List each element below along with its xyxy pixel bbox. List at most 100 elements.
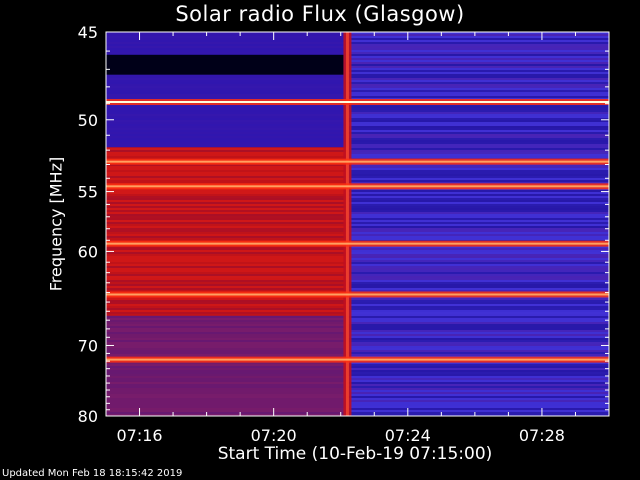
texture-band bbox=[106, 180, 348, 182]
y-tick-label: 60 bbox=[78, 242, 98, 261]
texture-band bbox=[347, 252, 609, 254]
texture-band bbox=[347, 402, 609, 404]
texture-band bbox=[347, 250, 609, 252]
texture-band bbox=[347, 72, 609, 74]
texture-band bbox=[347, 384, 609, 386]
texture-band bbox=[106, 308, 348, 310]
texture-band bbox=[106, 276, 348, 278]
texture-band bbox=[347, 136, 609, 138]
texture-band bbox=[347, 320, 609, 322]
texture-band bbox=[106, 174, 348, 176]
texture-band bbox=[106, 212, 348, 214]
texture-band bbox=[347, 258, 609, 260]
texture-band bbox=[347, 310, 609, 312]
x-tick-label: 07:24 bbox=[385, 426, 431, 445]
texture-band bbox=[106, 258, 348, 260]
updated-timestamp: Updated Mon Feb 18 18:15:42 2019 bbox=[2, 468, 183, 479]
texture-band bbox=[347, 368, 609, 370]
texture-band bbox=[106, 214, 348, 216]
texture-band bbox=[347, 284, 609, 286]
texture-band bbox=[347, 172, 609, 174]
texture-band bbox=[106, 252, 348, 254]
bright-band-core bbox=[106, 101, 609, 104]
texture-band bbox=[347, 38, 609, 40]
texture-band bbox=[347, 124, 609, 126]
y-tick-label: 50 bbox=[78, 111, 98, 130]
texture-band bbox=[347, 128, 609, 130]
texture-band bbox=[106, 164, 348, 166]
x-tick-label: 07:28 bbox=[519, 426, 565, 445]
texture-band bbox=[347, 378, 609, 380]
texture-band bbox=[347, 56, 609, 58]
texture-band bbox=[106, 176, 348, 178]
texture-band bbox=[106, 298, 348, 300]
texture-band bbox=[347, 268, 609, 270]
texture-band bbox=[106, 216, 348, 218]
texture-band bbox=[347, 276, 609, 278]
texture-band bbox=[347, 322, 609, 324]
texture-band bbox=[347, 198, 609, 200]
texture-band bbox=[106, 312, 348, 314]
texture-band bbox=[106, 210, 348, 212]
texture-band bbox=[106, 272, 348, 274]
texture-band bbox=[347, 264, 609, 266]
texture-band bbox=[347, 306, 609, 308]
texture-band bbox=[347, 394, 609, 396]
texture-band bbox=[347, 376, 609, 378]
texture-band bbox=[347, 328, 609, 330]
texture-band bbox=[106, 190, 348, 192]
texture-band bbox=[347, 354, 609, 356]
texture-band bbox=[347, 178, 609, 180]
texture-band bbox=[106, 264, 348, 266]
texture-band bbox=[106, 206, 348, 208]
low-freq-region bbox=[106, 32, 348, 148]
texture-band bbox=[106, 220, 348, 222]
texture-band bbox=[347, 412, 609, 414]
texture-band bbox=[106, 268, 348, 270]
texture-band bbox=[106, 230, 348, 232]
texture-band bbox=[106, 288, 348, 290]
texture-band bbox=[347, 414, 609, 416]
texture-band bbox=[347, 374, 609, 376]
texture-band bbox=[106, 228, 348, 230]
texture-band bbox=[106, 172, 348, 174]
texture-band bbox=[347, 174, 609, 176]
texture-band bbox=[347, 262, 609, 264]
texture-band bbox=[106, 154, 348, 156]
texture-band bbox=[347, 372, 609, 374]
texture-band bbox=[347, 332, 609, 334]
texture-band bbox=[347, 386, 609, 388]
texture-band bbox=[106, 286, 348, 288]
texture-band bbox=[106, 204, 348, 206]
texture-band bbox=[347, 314, 609, 316]
bright-band-core bbox=[106, 160, 609, 163]
texture-band bbox=[347, 166, 609, 168]
texture-band bbox=[106, 236, 348, 238]
texture-band bbox=[347, 170, 609, 172]
x-tick-label: 07:20 bbox=[251, 426, 297, 445]
texture-band bbox=[347, 208, 609, 210]
texture-band bbox=[347, 68, 609, 70]
texture-band bbox=[347, 94, 609, 96]
texture-band bbox=[347, 362, 609, 364]
texture-band bbox=[347, 130, 609, 132]
texture-band bbox=[347, 388, 609, 390]
texture-band bbox=[347, 316, 609, 318]
x-axis-label: Start Time (10-Feb-19 07:15:00) bbox=[217, 444, 493, 464]
texture-band bbox=[347, 114, 609, 116]
heatmap-area bbox=[106, 32, 609, 416]
texture-band bbox=[347, 266, 609, 268]
texture-band bbox=[347, 86, 609, 88]
texture-band bbox=[347, 190, 609, 192]
texture-band bbox=[347, 204, 609, 206]
texture-band bbox=[347, 280, 609, 282]
texture-band bbox=[347, 308, 609, 310]
texture-band bbox=[347, 272, 609, 274]
texture-band bbox=[106, 282, 348, 284]
texture-band bbox=[347, 270, 609, 272]
texture-band bbox=[347, 282, 609, 284]
texture-band bbox=[347, 122, 609, 124]
texture-band bbox=[347, 118, 609, 120]
texture-band bbox=[347, 196, 609, 198]
texture-band bbox=[347, 390, 609, 392]
